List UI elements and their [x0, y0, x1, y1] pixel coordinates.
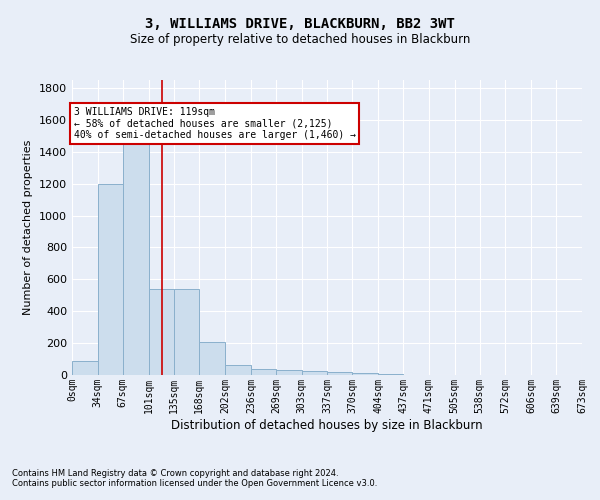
- Text: Contains public sector information licensed under the Open Government Licence v3: Contains public sector information licen…: [12, 478, 377, 488]
- X-axis label: Distribution of detached houses by size in Blackburn: Distribution of detached houses by size …: [171, 418, 483, 432]
- Bar: [149, 289, 175, 375]
- Bar: [302, 371, 328, 375]
- Bar: [251, 368, 276, 375]
- Bar: [352, 374, 378, 375]
- Bar: [175, 289, 199, 375]
- Bar: [72, 362, 98, 375]
- Text: 3 WILLIAMS DRIVE: 119sqm
← 58% of detached houses are smaller (2,125)
40% of sem: 3 WILLIAMS DRIVE: 119sqm ← 58% of detach…: [74, 107, 356, 140]
- Bar: [199, 342, 225, 375]
- Bar: [328, 372, 352, 375]
- Bar: [378, 374, 403, 375]
- Bar: [123, 140, 149, 375]
- Text: Contains HM Land Registry data © Crown copyright and database right 2024.: Contains HM Land Registry data © Crown c…: [12, 468, 338, 477]
- Bar: [225, 364, 251, 375]
- Y-axis label: Number of detached properties: Number of detached properties: [23, 140, 34, 315]
- Text: Size of property relative to detached houses in Blackburn: Size of property relative to detached ho…: [130, 32, 470, 46]
- Text: 3, WILLIAMS DRIVE, BLACKBURN, BB2 3WT: 3, WILLIAMS DRIVE, BLACKBURN, BB2 3WT: [145, 18, 455, 32]
- Bar: [98, 184, 123, 375]
- Bar: [276, 370, 302, 375]
